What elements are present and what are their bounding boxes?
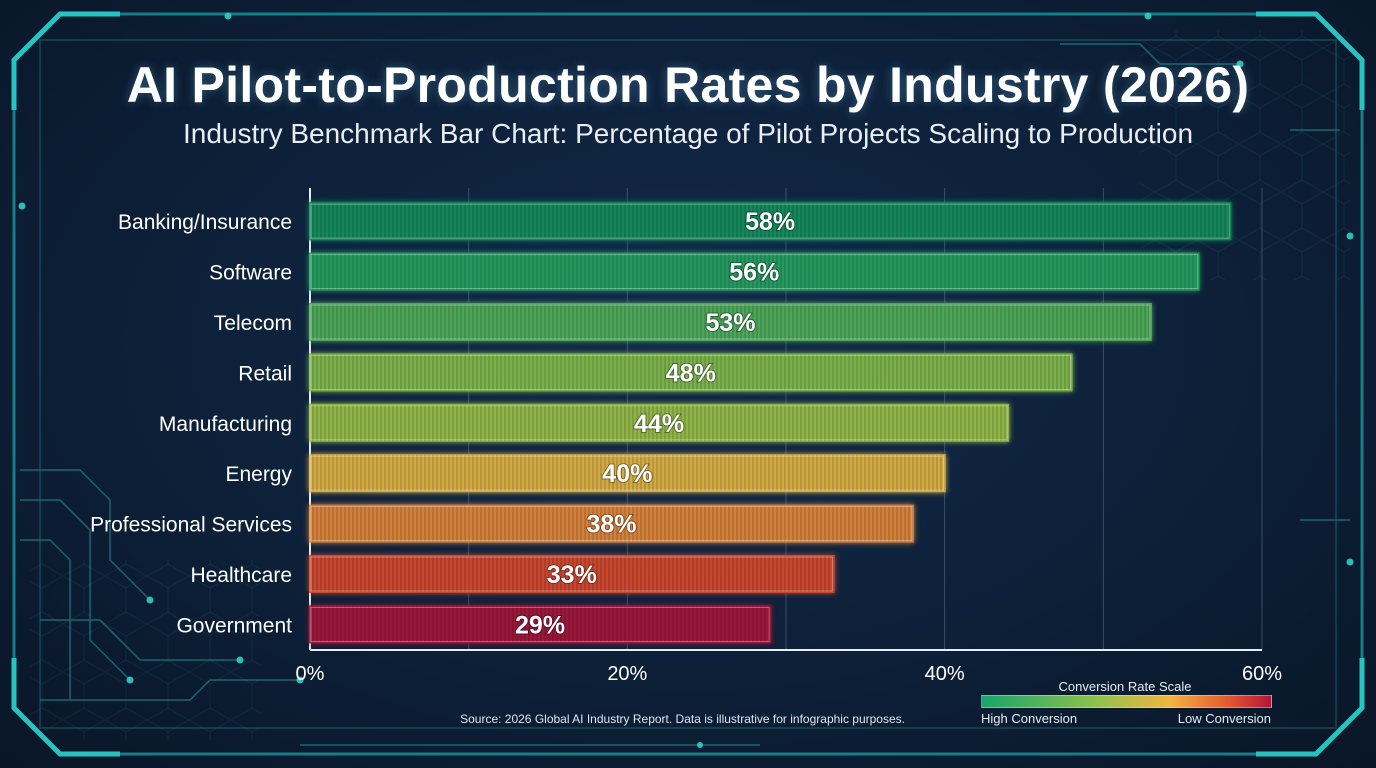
category-label: Energy [225,463,292,486]
bar-highlight [310,606,770,642]
bar-highlight [310,455,945,491]
bar-value-label: 40% [602,460,652,488]
x-tick-label: 60% [1242,663,1282,685]
circuit-nodes [18,12,1354,748]
corner-accent-bottom-left [11,658,120,757]
bar-highlight [310,254,1199,290]
bars: 58% 56% 53% 48% 44% 40% 38% 33% 29% [309,202,1232,644]
x-axis-ticks: 0% 20% 40% 60% [296,663,1283,685]
bar-group: 29% [309,605,772,644]
bar-highlight [310,556,834,592]
bar-value-label: 56% [729,259,779,287]
chart-title: AI Pilot-to-Production Rates by Industry… [126,57,1250,113]
hex-pattern-bottom-left [30,560,260,740]
category-label: Manufacturing [159,413,292,436]
bar-texture [310,253,1199,290]
circuit-traces [20,43,1350,746]
frame-inner-border [39,39,1337,729]
legend-color-scale [981,695,1272,708]
bar-texture [310,404,1009,441]
bar-group: 44% [309,403,1010,442]
bar-value-label: 29% [515,611,565,639]
bar-texture [310,606,771,643]
bar-texture [310,455,945,492]
category-labels: Banking/Insurance Software Telecom Retail Ma… [90,211,292,637]
bar-group: 53% [309,303,1152,341]
bar-group: 56% [309,252,1200,291]
category-label: Telecom [214,312,292,335]
bar-group: 38% [309,504,914,543]
category-label: Software [209,262,292,285]
bar-texture [310,556,834,592]
bar-value-label: 53% [705,309,755,337]
bar-texture [310,505,913,542]
frame-border [12,12,1364,756]
bar-group: 40% [309,454,946,493]
bar-texture [310,203,1231,240]
category-label: Government [176,614,292,637]
bar-texture [310,354,1072,391]
corner-accent-bottom-right [1256,658,1365,757]
bar-value-label: 58% [745,208,795,236]
x-tick-label: 20% [607,663,647,685]
category-label: Banking/Insurance [118,211,292,234]
category-label: Retail [238,362,292,385]
bar-texture [310,304,1151,340]
category-label: Healthcare [190,564,292,587]
corner-accent-top-right [1256,11,1365,110]
bar-highlight [310,405,1008,441]
legend-title: Conversion Rate Scale [1058,679,1192,694]
bar-group: 58% [309,202,1232,241]
chart-subtitle: Industry Benchmark Bar Chart: Percentage… [182,118,1194,149]
x-tick-label: 40% [925,663,965,685]
bar-value-label: 33% [547,561,597,589]
x-tick-label: 0% [296,663,325,685]
bar-highlight [310,506,913,542]
category-label: Professional Services [90,514,292,537]
legend-high-label: High Conversion [981,711,1078,726]
bar-highlight [310,304,1151,340]
legend-low-label: Low Conversion [1177,711,1271,726]
corner-accent-top-left [11,11,120,110]
bar-highlight [310,354,1072,390]
bar-value-label: 48% [666,359,716,387]
bar-value-label: 38% [586,511,636,539]
source-note: Source: 2026 Global AI Industry Report. … [460,712,905,726]
bar-value-label: 44% [634,410,684,438]
bar-group: 48% [309,353,1073,392]
bar-group: 33% [309,555,835,593]
bar-highlight [310,203,1230,239]
